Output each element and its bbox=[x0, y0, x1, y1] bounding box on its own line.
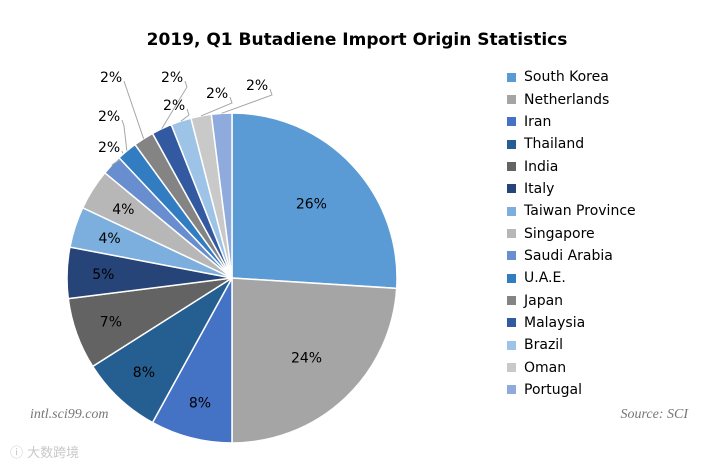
legend-swatch bbox=[507, 117, 516, 127]
source-note: Source: SCI bbox=[620, 407, 688, 422]
legend-swatch bbox=[507, 72, 516, 82]
data-label-brazil: 2% bbox=[163, 98, 185, 114]
legend-swatch bbox=[507, 296, 516, 306]
legend-item-singapore: Singapore bbox=[507, 222, 636, 244]
legend-swatch bbox=[507, 385, 516, 395]
legend-item-malaysia: Malaysia bbox=[507, 312, 636, 334]
data-label-japan: 2% bbox=[100, 70, 122, 86]
legend-label: South Korea bbox=[524, 69, 609, 86]
legend-swatch bbox=[507, 229, 516, 239]
legend: South Korea Netherlands Iran Thailand India I… bbox=[507, 66, 636, 401]
legend-swatch bbox=[507, 95, 516, 105]
legend-item-thailand: Thailand bbox=[507, 133, 636, 155]
corner-watermark-text: 大数跨境 bbox=[27, 446, 80, 461]
data-label-india: 7% bbox=[100, 315, 122, 331]
leader-line-brazil bbox=[180, 108, 190, 122]
legend-label: India bbox=[524, 158, 559, 175]
legend-item-japan: Japan bbox=[507, 289, 636, 311]
legend-item-saudi-arabia: Saudi Arabia bbox=[507, 245, 636, 267]
legend-label: Malaysia bbox=[524, 314, 586, 331]
data-label-thailand: 8% bbox=[133, 365, 155, 381]
legend-item-netherlands: Netherlands bbox=[507, 88, 636, 110]
legend-item-south-korea: South Korea bbox=[507, 66, 636, 88]
data-label-taiwan-province: 4% bbox=[98, 231, 120, 247]
legend-label: Netherlands bbox=[524, 91, 610, 108]
data-label-south-korea: 26% bbox=[296, 196, 327, 212]
legend-swatch bbox=[507, 340, 516, 350]
leader-line-japan bbox=[123, 80, 145, 139]
legend-item-italy: Italy bbox=[507, 178, 636, 200]
leader-line-oman bbox=[200, 96, 233, 117]
legend-swatch bbox=[507, 184, 516, 194]
corner-watermark: ⓘ⁠ 大数跨境 bbox=[10, 446, 80, 461]
legend-label: Brazil bbox=[524, 337, 564, 354]
legend-label: Oman bbox=[524, 359, 567, 376]
legend-item-taiwan-province: Taiwan Province bbox=[507, 200, 636, 222]
legend-item-brazil: Brazil bbox=[507, 334, 636, 356]
data-label-u-a-e: 2% bbox=[98, 109, 120, 125]
legend-item-india: India bbox=[507, 155, 636, 177]
legend-swatch bbox=[507, 273, 516, 283]
legend-swatch bbox=[507, 139, 516, 149]
data-label-italy: 5% bbox=[92, 267, 114, 283]
legend-label: Saudi Arabia bbox=[524, 247, 613, 264]
legend-label: Taiwan Province bbox=[524, 203, 636, 220]
legend-swatch bbox=[507, 363, 516, 373]
legend-swatch bbox=[507, 206, 516, 216]
legend-item-portugal: Portugal bbox=[507, 379, 636, 401]
legend-label: Italy bbox=[524, 180, 555, 197]
legend-swatch bbox=[507, 318, 516, 328]
site-watermark: intl.sci99.com bbox=[30, 407, 109, 422]
legend-label: Singapore bbox=[524, 225, 595, 242]
legend-label: U.A.E. bbox=[524, 270, 566, 287]
legend-item-u-a-e: U.A.E. bbox=[507, 267, 636, 289]
legend-label: Iran bbox=[524, 113, 552, 130]
leader-line-u-a-e bbox=[121, 119, 128, 151]
leader-line-portugal bbox=[221, 88, 273, 114]
data-label-iran: 8% bbox=[189, 396, 211, 412]
pie-slice-netherlands bbox=[231, 277, 398, 444]
legend-item-iran: Iran bbox=[507, 111, 636, 133]
legend-swatch bbox=[507, 162, 516, 172]
leader-line-malaysia bbox=[161, 80, 188, 129]
data-label-oman: 2% bbox=[206, 86, 228, 102]
pie-slice-south-korea bbox=[231, 112, 398, 290]
legend-label: Portugal bbox=[524, 381, 582, 398]
data-label-portugal: 2% bbox=[246, 78, 268, 94]
data-label-saudi-arabia: 2% bbox=[98, 140, 120, 156]
legend-swatch bbox=[507, 251, 516, 261]
legend-item-oman: Oman bbox=[507, 356, 636, 378]
data-label-singapore: 4% bbox=[112, 202, 134, 218]
legend-label: Japan bbox=[524, 292, 564, 309]
chart-title: 2019, Q1 Butadiene Import Origin Statist… bbox=[146, 30, 568, 50]
data-label-malaysia: 2% bbox=[161, 70, 183, 86]
data-label-netherlands: 24% bbox=[291, 350, 322, 366]
legend-label: Thailand bbox=[524, 136, 585, 153]
